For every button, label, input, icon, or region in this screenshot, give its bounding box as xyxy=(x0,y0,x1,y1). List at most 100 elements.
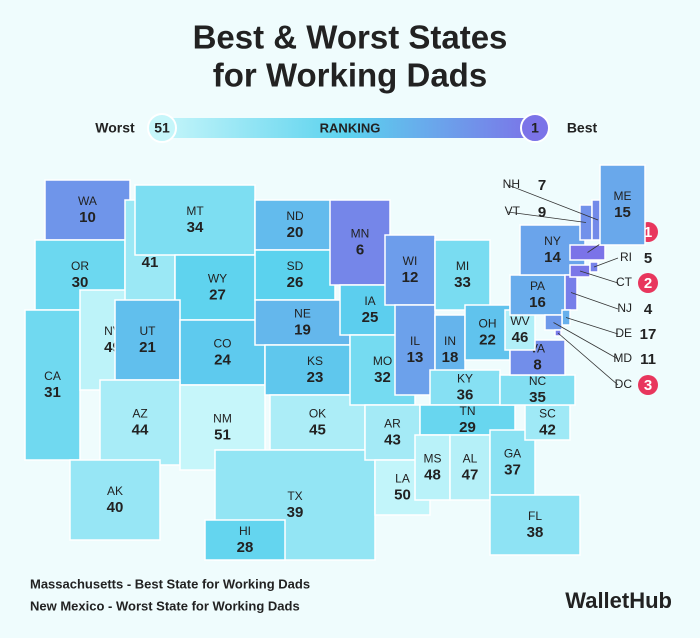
state-abbr: NH xyxy=(503,177,520,191)
state-abbr: KS xyxy=(307,354,323,368)
callout xyxy=(557,332,619,386)
state-abbr: NJ xyxy=(617,301,632,315)
state-rank: 19 xyxy=(294,321,311,338)
state-rank: 35 xyxy=(529,389,546,406)
state xyxy=(499,374,576,406)
callout xyxy=(593,257,619,268)
state xyxy=(69,459,161,541)
legend-best: Best xyxy=(567,120,598,136)
state-abbr: VT xyxy=(505,204,521,218)
title-line: for Working Dads xyxy=(213,57,487,94)
callout xyxy=(507,211,587,223)
state-abbr: GA xyxy=(504,447,521,461)
state-abbr: CA xyxy=(44,369,61,383)
state xyxy=(269,394,366,451)
state-rank: 26 xyxy=(287,274,304,291)
us-map: WA10OR30CA31NV49ID41MT34WY27UT21CO24AZ44… xyxy=(24,164,658,561)
state-rank: 34 xyxy=(187,219,204,236)
state xyxy=(254,199,336,251)
callout xyxy=(553,322,619,360)
state-abbr: ME xyxy=(614,189,632,203)
callout xyxy=(579,270,619,284)
state xyxy=(329,199,391,286)
state-rank: 43 xyxy=(384,431,401,448)
state-rank: 10 xyxy=(79,209,96,226)
state-rank: 8 xyxy=(533,356,541,373)
state-abbr: IL xyxy=(410,334,420,348)
state-rank: 12 xyxy=(402,269,419,286)
state-abbr: SD xyxy=(287,259,304,273)
state-rank: 24 xyxy=(214,351,231,368)
legend-worst-value: 51 xyxy=(154,120,170,136)
state-abbr: ND xyxy=(286,209,304,223)
state-rank: 11 xyxy=(640,351,656,368)
state xyxy=(24,309,81,461)
state-rank: 39 xyxy=(287,504,304,521)
state-rank: 5 xyxy=(644,250,652,267)
brand: WalletHub xyxy=(565,588,672,613)
state-abbr: WA xyxy=(78,194,97,208)
state-rank: 7 xyxy=(538,177,546,194)
state-abbr: OR xyxy=(71,259,89,273)
state-abbr: AL xyxy=(463,452,478,466)
state-abbr: MT xyxy=(186,204,204,218)
state-abbr: HI xyxy=(239,524,251,538)
state-abbr: CO xyxy=(214,337,232,351)
state-abbr: KY xyxy=(457,372,473,386)
state-rank: 15 xyxy=(614,204,631,221)
state xyxy=(394,304,436,396)
state-rank: 4 xyxy=(644,301,653,318)
state-rank: 42 xyxy=(539,421,556,438)
state-abbr: AK xyxy=(107,484,123,498)
state xyxy=(179,319,266,386)
state-rank: 22 xyxy=(479,331,496,348)
state xyxy=(489,494,581,556)
state-abbr: PA xyxy=(530,279,545,293)
state-rank: 21 xyxy=(139,339,156,356)
state xyxy=(434,239,491,311)
state-abbr: DE xyxy=(615,326,632,340)
state-rank: 51 xyxy=(214,426,231,443)
state-rank: 41 xyxy=(142,254,159,271)
state-rank: 29 xyxy=(459,419,476,436)
legend-best-dot xyxy=(520,113,550,143)
state-rank: 13 xyxy=(407,349,424,366)
footer-note: New Mexico - Worst State for Working Dad… xyxy=(30,598,300,613)
callout xyxy=(570,292,619,310)
state-rank: 14 xyxy=(544,249,561,266)
state-abbr: SC xyxy=(539,407,556,421)
legend-worst: Worst xyxy=(95,120,135,136)
footer-note: Massachusetts - Best State for Working D… xyxy=(30,576,310,591)
state-rank: 32 xyxy=(374,369,391,386)
state-rank: 33 xyxy=(454,274,471,291)
state-abbr: WV xyxy=(510,314,529,328)
state-rank: 28 xyxy=(237,539,254,556)
callout xyxy=(507,184,599,221)
state-rank: 3 xyxy=(644,377,652,394)
state-abbr: CT xyxy=(616,275,633,289)
top-badge xyxy=(638,375,658,395)
legend-best-value: 1 xyxy=(531,120,539,136)
state xyxy=(384,234,436,306)
legend-bar xyxy=(160,118,535,138)
state-abbr: NM xyxy=(213,412,232,426)
state xyxy=(174,254,261,321)
state-rank: 36 xyxy=(457,386,474,403)
state-rank: 45 xyxy=(309,421,326,438)
state-abbr: LA xyxy=(395,472,410,486)
state-abbr: TX xyxy=(287,489,302,503)
state-rank: 9 xyxy=(538,204,546,221)
state-rank: 25 xyxy=(362,309,379,326)
state-abbr: DC xyxy=(615,377,633,391)
state-rank: 18 xyxy=(442,349,459,366)
state-abbr: OK xyxy=(309,407,326,421)
state-rank: 20 xyxy=(287,224,304,241)
state xyxy=(509,274,566,316)
state-abbr: AR xyxy=(384,417,401,431)
legend-center: RANKING xyxy=(320,120,381,135)
state-rank: 30 xyxy=(72,274,89,291)
state-abbr: UT xyxy=(140,324,157,338)
state-abbr: IA xyxy=(364,294,375,308)
state-rank: 40 xyxy=(107,499,124,516)
state-rank: 44 xyxy=(132,421,149,438)
